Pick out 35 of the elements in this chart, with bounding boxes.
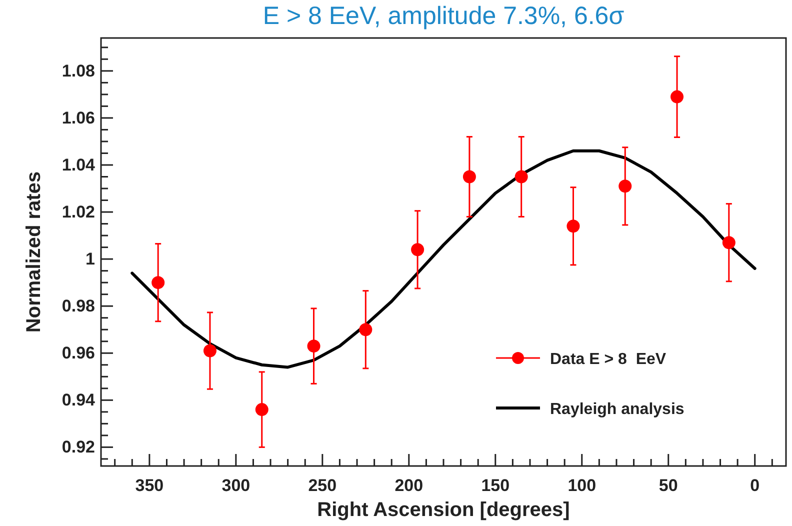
legend-label: Rayleigh analysis	[550, 401, 684, 418]
x-tick-label: 200	[394, 476, 424, 495]
y-tick-label: 1.08	[62, 61, 95, 80]
point	[462, 170, 476, 184]
legend-label: Data E > 8 EeV	[550, 351, 666, 368]
y-tick-label: 1.02	[62, 202, 95, 222]
x-tick-label: 350	[135, 476, 164, 495]
point	[514, 170, 528, 184]
point	[411, 243, 424, 256]
point	[670, 90, 684, 104]
point	[722, 236, 736, 250]
x-tick-label: 150	[481, 476, 510, 495]
y-tick-label: 0.96	[62, 344, 95, 363]
point	[566, 220, 580, 233]
y-tick-label: 1.04	[62, 155, 96, 174]
y-tick-label: 0.92	[62, 438, 95, 457]
chart-title: E > 8 EeV, amplitude 7.3%, 6.6σ	[262, 2, 625, 30]
line-series	[130, 149, 756, 369]
point	[203, 344, 216, 358]
y-tick-label: 1	[86, 250, 95, 269]
x-tick-label: 0	[750, 476, 760, 495]
point	[152, 276, 165, 290]
x-tick-label: 300	[222, 476, 250, 495]
point	[618, 180, 632, 193]
x-tick-label: 50	[658, 476, 678, 495]
x-axis-title: Right Ascension [degrees]	[317, 499, 570, 521]
y-axis-title: Normalized rates	[23, 171, 45, 333]
y-tick-label: 0.94	[62, 390, 96, 410]
point	[255, 403, 268, 416]
x-tick-label: 100	[568, 476, 596, 495]
point	[359, 323, 372, 336]
x-tick-label: 250	[308, 476, 337, 495]
point	[307, 340, 320, 353]
y-tick-label: 1.06	[62, 108, 95, 128]
y-tick-label: 0.98	[62, 296, 95, 316]
